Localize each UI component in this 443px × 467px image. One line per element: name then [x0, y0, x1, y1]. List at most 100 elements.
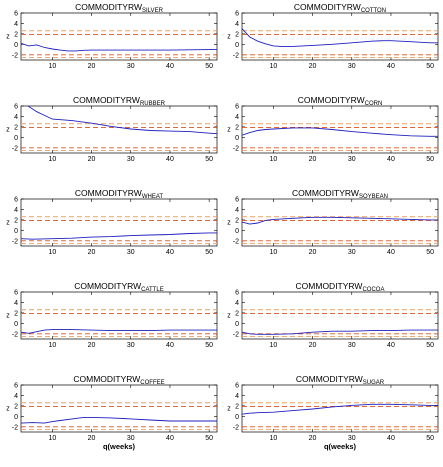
xtick-label: 40	[387, 342, 395, 349]
xtick-label: 20	[88, 63, 96, 70]
x-axis-label: q(weeks)	[103, 442, 136, 451]
y-axis-label: z	[6, 220, 10, 227]
panel-wheat: COMMODITYRWWHEAT -2 0 2 4 6 10 20 30 40 50 z	[6, 188, 218, 256]
panel-title: COMMODITYRWCATTLE	[74, 281, 163, 293]
xtick-label: 20	[309, 342, 317, 349]
panel-title-main: COMMODITYRW	[294, 2, 361, 12]
panel-title-main: COMMODITYRW	[296, 374, 363, 384]
ytick-label: 2	[14, 124, 18, 131]
panel-title: COMMODITYRWCOTTON	[294, 2, 386, 14]
xtick-label: 10	[269, 249, 277, 256]
xtick-label: 20	[309, 63, 317, 70]
panel-soybean: COMMODITYRWSOYBEAN -2 0 2 4 6 10 20 30 40 50 z	[227, 188, 439, 256]
axes-box	[20, 105, 218, 154]
ytick-label: -2	[12, 424, 18, 431]
xtick-label: 50	[426, 249, 434, 256]
ytick-label: -2	[12, 238, 18, 245]
ytick-label: 4	[14, 21, 18, 28]
ytick-label: 0	[235, 135, 239, 142]
ytick-label: 6	[14, 104, 18, 111]
xtick-label: 40	[387, 435, 395, 442]
xtick-label: 50	[426, 63, 434, 70]
ytick-label: 6	[235, 383, 239, 390]
y-axis-label: z	[227, 34, 231, 41]
series-line	[21, 416, 217, 424]
xtick-label: 40	[166, 435, 174, 442]
ytick-label: -2	[233, 424, 239, 431]
ytick-label: 2	[235, 31, 239, 38]
ytick-label: 2	[235, 217, 239, 224]
ytick-label: 4	[235, 300, 239, 307]
panel-corn: COMMODITYRWCORN -2 0 2 4 6 10 20 30 40 50 z	[227, 95, 439, 163]
xtick-label: 30	[348, 156, 356, 163]
panel-title: COMMODITYRWSUGAR	[296, 374, 385, 386]
ytick-label: -2	[233, 331, 239, 338]
ytick-label: 6	[235, 104, 239, 111]
xtick-label: 40	[387, 63, 395, 70]
y-axis-label: z	[227, 127, 231, 134]
ytick-label: 0	[235, 321, 239, 328]
xtick-label: 30	[127, 156, 135, 163]
panel-title-subscript: SUGAR	[363, 380, 385, 386]
xtick-label: 50	[205, 435, 213, 442]
panel-title-main: COMMODITYRW	[73, 374, 140, 384]
ytick-label: -2	[12, 331, 18, 338]
y-axis-label: z	[6, 313, 10, 320]
xtick-label: 40	[387, 249, 395, 256]
axes-box	[241, 105, 439, 154]
xtick-label: 30	[348, 249, 356, 256]
axes-box	[20, 384, 218, 433]
ytick-label: 2	[14, 217, 18, 224]
panel-title-main: COMMODITYRW	[74, 281, 141, 291]
axes-box	[241, 291, 439, 340]
ytick-label: 4	[235, 114, 239, 121]
ytick-label: 0	[14, 321, 18, 328]
axes-box	[241, 198, 439, 247]
panel-title-subscript: SILVER	[142, 8, 164, 14]
axes-box	[20, 12, 218, 61]
ytick-label: 4	[235, 21, 239, 28]
xtick-label: 40	[166, 156, 174, 163]
axes-box	[20, 198, 218, 247]
ytick-label: 6	[235, 290, 239, 297]
series-line	[242, 403, 438, 415]
xtick-label: 20	[309, 435, 317, 442]
panel-title-main: COMMODITYRW	[75, 188, 142, 198]
panel-title: COMMODITYRWSILVER	[75, 2, 163, 14]
xtick-label: 30	[127, 249, 135, 256]
panel-title-main: COMMODITYRW	[298, 95, 365, 105]
ytick-label: 0	[235, 228, 239, 235]
xtick-label: 40	[166, 249, 174, 256]
ytick-label: 0	[235, 414, 239, 421]
panel-title-main: COMMODITYRW	[75, 2, 142, 12]
xtick-label: 10	[48, 63, 56, 70]
ytick-label: 6	[235, 11, 239, 18]
panel-silver: COMMODITYRWSILVER -2 0 2 4 6 10 20 30 40 50 z	[6, 2, 218, 70]
ytick-label: -2	[233, 52, 239, 59]
ytick-label: 6	[14, 197, 18, 204]
series-line	[27, 106, 217, 135]
ytick-label: 0	[14, 228, 18, 235]
panel-cocoa: COMMODITYRWCOCOA -2 0 2 4 6 10 20 30 40 50 z	[227, 281, 439, 349]
panel-sugar: COMMODITYRWSUGAR -2 0 2 4 6 10 20 30 40 50 z q(weeks…	[227, 374, 439, 451]
xtick-label: 40	[166, 63, 174, 70]
xtick-label: 20	[88, 342, 96, 349]
ytick-label: 6	[14, 383, 18, 390]
xtick-label: 50	[426, 156, 434, 163]
panel-cotton: COMMODITYRWCOTTON -2 0 2 4 6 10 20 30 40 50 z	[227, 2, 439, 70]
series-line	[242, 127, 438, 137]
panel-coffee: COMMODITYRWCOFFEE -2 0 2 4 6 10 20 30 40 50 z q(week…	[6, 374, 218, 451]
xtick-label: 50	[205, 249, 213, 256]
ytick-label: 6	[14, 11, 18, 18]
series-line	[242, 216, 438, 225]
xtick-label: 10	[48, 342, 56, 349]
xtick-label: 10	[269, 435, 277, 442]
ytick-label: 4	[235, 393, 239, 400]
xtick-label: 40	[387, 156, 395, 163]
xtick-label: 30	[348, 342, 356, 349]
panel-title: COMMODITYRWCOCOA	[296, 281, 385, 293]
panel-title-subscript: CATTLE	[141, 287, 164, 293]
y-axis-label: z	[6, 127, 10, 134]
xtick-label: 20	[309, 249, 317, 256]
